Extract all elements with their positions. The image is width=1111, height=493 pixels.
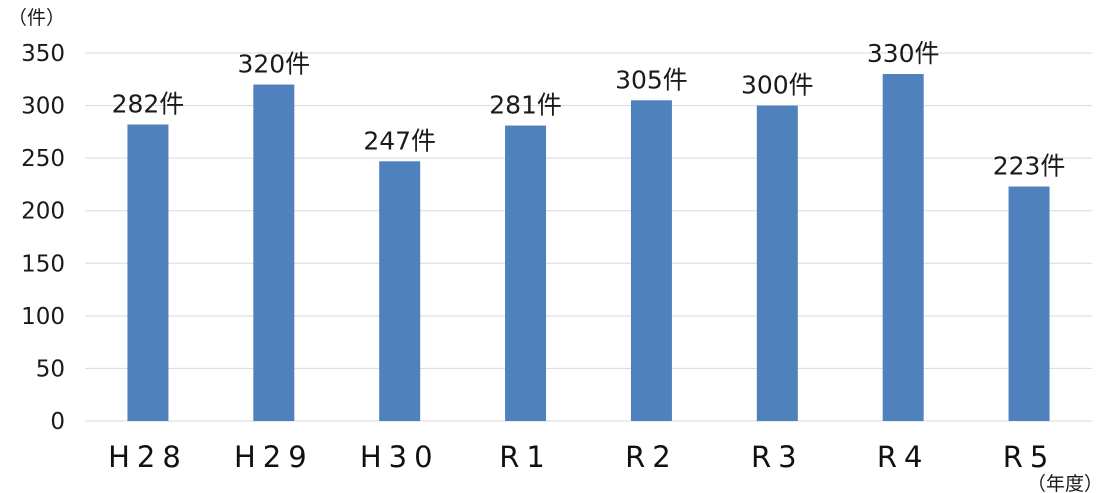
- x-unit-label: （年度）: [1027, 473, 1103, 493]
- data-label: 320件: [237, 50, 310, 79]
- y-unit-label: （件）: [8, 7, 65, 29]
- bar-h29: [253, 84, 295, 422]
- x-category-label: R1: [499, 440, 552, 474]
- bars: [127, 74, 1050, 422]
- data-label: 281件: [489, 91, 562, 120]
- data-label: 247件: [363, 126, 436, 155]
- bar-r2: [630, 100, 672, 422]
- x-category-label: R5: [1003, 440, 1056, 474]
- y-tick-label: 300: [21, 94, 65, 120]
- y-tick-label: 250: [21, 146, 65, 172]
- y-tick-label: 150: [21, 251, 65, 277]
- x-category-label: R2: [625, 440, 678, 474]
- x-category-label: R3: [751, 440, 804, 474]
- bar-h28: [127, 124, 169, 422]
- gridlines: [85, 52, 1092, 422]
- data-labels: 282件 320件 247件 281件 305件 300件 330件 223件: [112, 39, 1066, 181]
- x-category-label: H28: [108, 440, 188, 474]
- data-label: 330件: [867, 39, 940, 68]
- y-tick-label: 50: [36, 356, 65, 382]
- x-axis-categories: H28 H29 H30 R1 R2 R3 R4 R5: [108, 440, 1056, 474]
- data-label: 223件: [993, 152, 1066, 181]
- y-tick-label: 100: [21, 304, 65, 330]
- bar-r1: [505, 125, 547, 421]
- y-tick-label: 0: [50, 409, 65, 435]
- x-category-label: H30: [360, 440, 440, 474]
- bar-r3: [756, 105, 798, 422]
- x-category-label: R4: [877, 440, 930, 474]
- bar-r4: [882, 74, 924, 422]
- data-label: 305件: [615, 65, 688, 94]
- y-tick-label: 350: [21, 41, 65, 67]
- y-axis-ticks: 0 50 100 150 200 250 300 350: [21, 41, 65, 435]
- data-label: 282件: [112, 89, 185, 118]
- data-label: 300件: [741, 71, 814, 100]
- x-category-label: H29: [234, 440, 314, 474]
- bar-r5: [1008, 186, 1050, 421]
- bar-h30: [379, 161, 421, 421]
- y-tick-label: 200: [21, 199, 65, 225]
